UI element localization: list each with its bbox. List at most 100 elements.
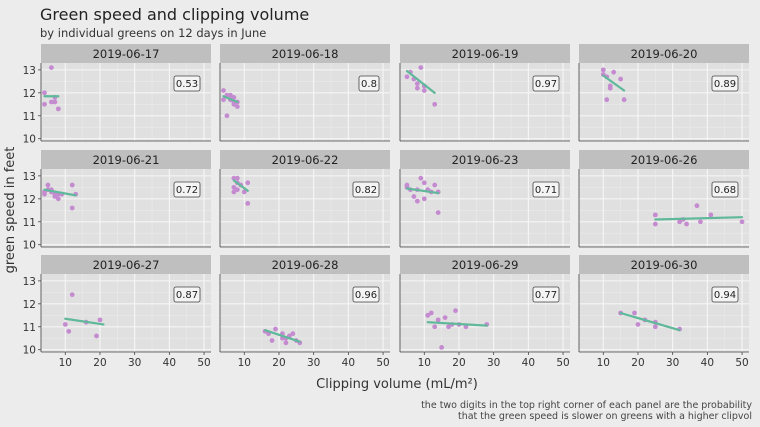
probability-label: 0.94	[714, 290, 736, 301]
y-tick-label: 11	[23, 322, 36, 334]
data-point	[290, 331, 296, 337]
data-point	[66, 328, 72, 334]
data-point	[49, 99, 54, 105]
caption-line-1: the two digits in the top right corner o…	[421, 400, 752, 411]
data-point	[234, 175, 240, 181]
fit-line	[64, 317, 105, 326]
probability-box	[711, 181, 739, 198]
panel-date-label: 2019-06-26	[631, 153, 698, 167]
panel-strip	[400, 255, 570, 274]
panel-background	[220, 63, 390, 141]
data-point	[228, 92, 233, 98]
data-point	[245, 180, 251, 186]
y-tick-label: 10	[23, 134, 36, 146]
data-point	[269, 338, 275, 343]
data-point	[42, 191, 47, 197]
data-point	[49, 65, 54, 70]
data-point	[231, 184, 237, 190]
panel-date-label: 2019-06-28	[272, 258, 339, 272]
panel: 2019-06-22 0.82	[219, 150, 390, 248]
panel: 2019-06-29 10 20 30 40 50 0.77	[399, 255, 570, 369]
y-tick-label: 11	[23, 217, 36, 229]
x-tick-label: 20	[631, 357, 644, 369]
panel-background	[579, 274, 749, 352]
data-point	[231, 101, 237, 107]
panel-strip	[41, 255, 211, 274]
y-tick-label: 13	[23, 171, 36, 183]
panel: 2019-06-19 0.97	[399, 44, 570, 142]
data-point	[45, 182, 51, 188]
panel: 2019-06-17 10 11 12 13 0.53	[23, 44, 211, 146]
panel-date-label: 2019-06-29	[452, 258, 519, 272]
panel-background	[41, 63, 211, 141]
data-point	[69, 205, 75, 211]
data-point	[69, 182, 75, 188]
data-point	[414, 81, 420, 87]
data-point	[418, 175, 424, 181]
panel: 2019-06-30 10 20 30 40 50 0.94	[578, 255, 749, 369]
data-point	[421, 88, 427, 93]
x-tick-label: 40	[701, 357, 714, 369]
x-tick-label: 30	[307, 357, 320, 369]
panel-background	[220, 169, 390, 247]
panel-background	[579, 169, 749, 247]
probability-box	[352, 286, 380, 303]
fit-line	[43, 188, 77, 197]
data-point	[635, 322, 641, 327]
panel-background	[400, 274, 570, 352]
panel-date-label: 2019-06-23	[452, 153, 519, 167]
data-point	[708, 212, 714, 218]
data-point	[432, 182, 438, 188]
data-point	[684, 221, 689, 227]
data-point	[404, 74, 410, 80]
panel: 2019-06-26 0.68	[578, 150, 749, 248]
probability-label: 0.72	[176, 185, 198, 196]
y-tick-label: 11	[23, 111, 36, 123]
x-tick-label: 10	[418, 357, 431, 369]
panel-strip	[400, 44, 570, 63]
panel-date-label: 2019-06-17	[93, 47, 160, 61]
chart-title: Green speed and clipping volume	[40, 5, 309, 24]
probability-box	[532, 75, 560, 92]
panel-strip	[579, 255, 749, 274]
y-tick-label: 13	[23, 276, 36, 288]
data-point	[234, 104, 240, 109]
panel-background	[220, 274, 390, 352]
fit-line	[405, 187, 440, 195]
data-point	[52, 99, 58, 105]
panel-strip	[41, 44, 211, 63]
data-point	[69, 292, 75, 298]
panel-strip	[579, 150, 749, 169]
x-tick-label: 50	[735, 357, 748, 369]
data-point	[652, 324, 658, 330]
x-tick-label: 10	[238, 357, 251, 369]
x-tick-label: 30	[487, 357, 500, 369]
data-point	[618, 76, 624, 82]
panel-date-label: 2019-06-21	[93, 153, 160, 167]
x-tick-label: 20	[272, 357, 285, 369]
fit-line	[405, 69, 436, 94]
x-tick-label: 40	[522, 357, 535, 369]
panel: 2019-06-18 0.8	[219, 44, 390, 142]
y-tick-label: 10	[23, 240, 36, 252]
data-point	[652, 221, 658, 227]
panel-strip	[220, 150, 390, 169]
x-tick-label: 50	[197, 357, 210, 369]
fit-line	[654, 216, 744, 221]
probability-label: 0.82	[355, 185, 377, 196]
x-tick-label: 50	[556, 357, 569, 369]
data-point	[94, 333, 99, 339]
data-point	[652, 212, 658, 218]
probability-label: 0.87	[176, 290, 198, 301]
panel-grid: 2019-06-17101112130.532019-06-180.82019-…	[23, 44, 749, 369]
data-point	[439, 345, 445, 350]
data-point	[698, 219, 703, 225]
probability-label: 0.71	[535, 185, 557, 196]
data-point	[425, 312, 431, 318]
y-tick-label: 12	[23, 194, 36, 206]
data-point	[97, 317, 103, 323]
data-point	[418, 65, 424, 70]
probability-label: 0.89	[714, 79, 736, 90]
fit-line	[426, 321, 488, 327]
